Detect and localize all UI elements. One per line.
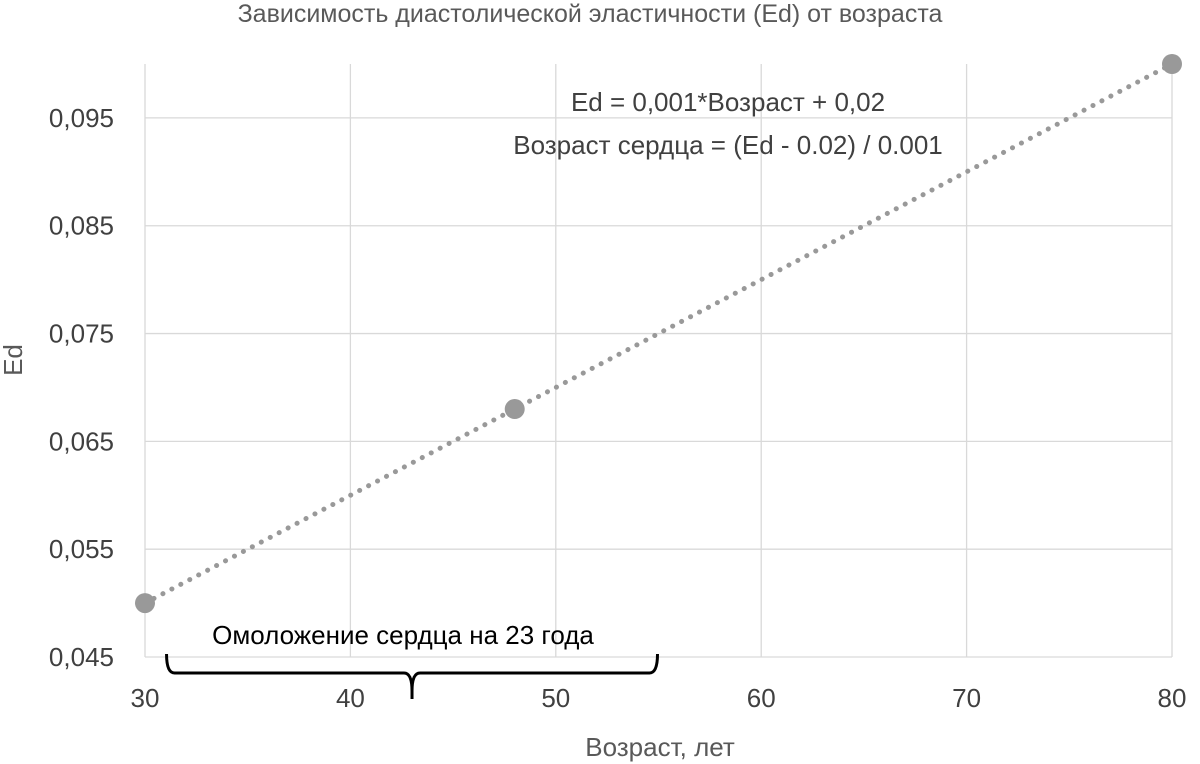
x-tick-label: 40 (336, 683, 365, 713)
rejuvenation-brace (165, 653, 659, 699)
grid (144, 64, 1173, 658)
equation-label-2: Возраст сердца = (Ed - 0.02) / 0.001 (513, 130, 943, 160)
chart-title: Зависимость диастолической эластичности … (238, 0, 943, 28)
data-points (135, 54, 1182, 614)
x-tick-label: 60 (747, 683, 776, 713)
y-axis-ticks: 0,045 0,055 0,065 0,075 0,085 0,095 (49, 103, 114, 672)
y-tick-label: 0,075 (49, 319, 114, 349)
x-tick-label: 50 (541, 683, 570, 713)
data-point (1162, 54, 1182, 74)
equation-label-1: Ed = 0,001*Возраст + 0,02 (571, 87, 885, 117)
x-tick-label: 30 (131, 683, 160, 713)
x-axis-ticks: 30 40 50 60 70 80 (131, 683, 1187, 713)
data-point (135, 593, 155, 614)
y-tick-label: 0,095 (49, 103, 114, 133)
y-axis-label: Ed (0, 344, 28, 376)
y-tick-label: 0,055 (49, 534, 114, 564)
x-axis-label: Возраст, лет (585, 732, 735, 762)
rejuvenation-label: Омоложение сердца на 23 года (212, 620, 594, 650)
y-tick-label: 0,065 (49, 426, 114, 456)
y-tick-label: 0,085 (49, 211, 114, 241)
x-tick-label: 70 (952, 683, 981, 713)
trendline (142, 61, 1175, 606)
data-point (504, 399, 525, 420)
x-tick-label: 80 (1158, 683, 1187, 713)
y-tick-label: 0,045 (49, 642, 114, 672)
